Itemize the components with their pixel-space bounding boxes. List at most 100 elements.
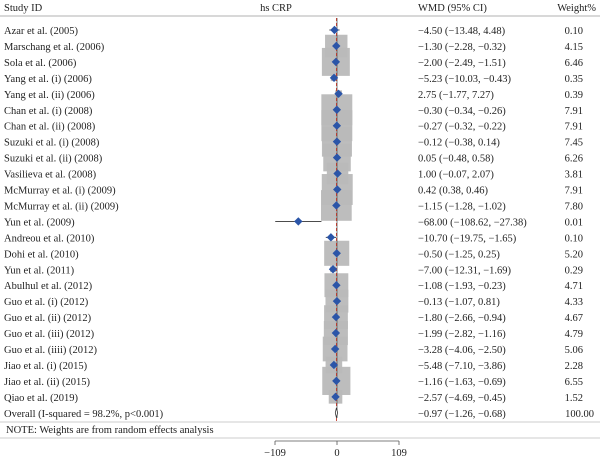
x-ticks: −109 0 109 (264, 441, 407, 459)
study-label: Abulhul et al. (2012) (4, 281, 93, 292)
weight-text: 0.01 (565, 217, 583, 228)
weight-text: 7.45 (565, 138, 583, 149)
study-label: Azar et al. (2005) (4, 26, 79, 37)
ci-text: −7.00 (−12.31, −1.69) (418, 265, 512, 276)
weight-text: 0.39 (565, 90, 583, 101)
weight-text: 4.15 (565, 42, 583, 53)
overall-ci-text: −0.97 (−1.26, −0.68) (418, 409, 506, 420)
point-marker (294, 217, 303, 226)
study-label: Yun et al. (2009) (4, 217, 75, 228)
point-marker (332, 153, 342, 162)
ci-text: −1.16 (−1.63, −0.69) (418, 377, 506, 388)
weight-text: 5.06 (565, 345, 583, 356)
weight-text: 7.91 (565, 186, 583, 197)
x-tick-label: 0 (334, 448, 339, 459)
weight-text: 2.28 (565, 361, 583, 372)
study-label: Marschang et al. (2006) (4, 42, 105, 53)
point-marker (332, 201, 341, 210)
point-marker (330, 344, 340, 354)
ci-text: −10.70 (−19.75, −1.65) (418, 233, 517, 244)
study-label: Chan et al. (ii) (2008) (4, 122, 96, 133)
ci-text: −0.12 (−0.38, 0.14) (418, 138, 500, 149)
point-marker (332, 296, 342, 306)
weight-text: 4.67 (565, 313, 583, 324)
note-text: NOTE: Weights are from random effects an… (6, 425, 214, 436)
ci-text: −1.08 (−1.93, −0.23) (418, 281, 506, 292)
study-label: McMurray et al. (ii) (2009) (4, 201, 119, 212)
point-marker (329, 73, 339, 83)
ci-text: 2.75 (−1.77, 7.27) (418, 90, 494, 101)
header-weight: Weight% (557, 3, 596, 14)
chart-title: hs CRP (260, 3, 292, 14)
weight-text: 1.52 (565, 393, 583, 404)
ci-text: 0.05 (−0.48, 0.58) (418, 154, 494, 165)
study-label: Sola et al. (2006) (4, 58, 77, 69)
ci-text: −1.15 (−1.28, −1.02) (418, 201, 506, 212)
weight-text: 6.26 (565, 154, 583, 165)
point-marker (332, 121, 342, 130)
study-label: Jiao et al. (i) (2015) (4, 361, 88, 372)
ci-texts: −4.50 (−13.48, 4.48) −1.30 (−2.28, −0.32)… (418, 26, 527, 420)
study-label: Chan et al. (i) (2008) (4, 106, 93, 117)
weight-text: 7.91 (565, 106, 583, 117)
point-marker (333, 185, 342, 194)
weight-text: 0.29 (565, 265, 583, 276)
weight-text: 4.71 (565, 281, 583, 292)
point-marker (332, 376, 341, 386)
point-marker (326, 233, 336, 242)
overall-label: Overall (I-squared = 98.2%, p<0.001) (4, 409, 164, 420)
point-marker (331, 392, 340, 402)
point-marker (332, 137, 342, 146)
header-effect: WMD (95% CI) (418, 3, 487, 14)
study-label: Suzuki et al. (ii) (2008) (4, 154, 103, 165)
ci-text: −1.99 (−2.82, −1.16) (418, 329, 506, 340)
point-marker (331, 328, 341, 338)
point-marker (333, 169, 342, 178)
overall-diamond (334, 407, 339, 418)
study-label: Yang et al. (i) (2006) (4, 74, 92, 85)
study-label: Qiao et al. (2019) (4, 393, 79, 404)
point-marker (332, 281, 341, 290)
x-tick-label: −109 (264, 448, 286, 459)
study-label: Vasilieva et al. (2008) (4, 170, 97, 181)
ci-text: −0.30 (−0.34, −0.26) (418, 106, 506, 117)
overall-weight-text: 100.00 (565, 409, 594, 420)
ci-text: −1.30 (−2.28, −0.32) (418, 42, 506, 53)
ci-text: 0.42 (0.38, 0.46) (418, 186, 488, 197)
weight-text: 4.79 (565, 329, 583, 340)
point-marker (331, 312, 341, 322)
ci-text: −1.80 (−2.66, −0.94) (418, 313, 506, 324)
study-label: Guo et al. (iii) (2012) (4, 329, 95, 340)
study-label: Yun et al. (2011) (4, 265, 75, 276)
study-labels: Azar et al. (2005) Marschang et al. (2006… (4, 26, 164, 420)
point-marker (329, 360, 339, 370)
weight-text: 0.35 (565, 74, 583, 85)
ci-text: −3.28 (−4.06, −2.50) (418, 345, 506, 356)
study-label: Jiao et al. (ii) (2015) (4, 377, 91, 388)
point-marker (332, 41, 341, 51)
weight-text: 5.20 (565, 249, 583, 260)
ci-text: −68.00 (−108.62, −27.38) (418, 217, 527, 228)
study-label: Andreou et al. (2010) (4, 233, 95, 244)
point-markers (294, 25, 343, 402)
weight-text: 6.55 (565, 377, 583, 388)
weight-text: 7.91 (565, 122, 583, 133)
point-marker (334, 89, 343, 98)
weight-text: 3.81 (565, 170, 583, 181)
ci-text: −0.27 (−0.32, −0.22) (418, 122, 506, 133)
ci-text: −0.13 (−1.07, 0.81) (418, 297, 500, 308)
point-marker (330, 25, 339, 35)
ci-text: −4.50 (−13.48, 4.48) (418, 26, 506, 37)
study-label: Dohi et al. (2010) (4, 249, 79, 260)
point-marker (332, 105, 342, 114)
study-label: Guo et al. (ii) (2012) (4, 313, 92, 324)
ci-text: 1.00 (−0.07, 2.07) (418, 170, 494, 181)
study-label: Yang et al. (ii) (2006) (4, 90, 95, 101)
ci-text: −5.48 (−7.10, −3.86) (418, 361, 506, 372)
weight-text: 7.80 (565, 201, 583, 212)
weight-boxes (296, 28, 353, 404)
point-marker (331, 57, 341, 67)
ci-text: −2.00 (−2.49, −1.51) (418, 58, 506, 69)
